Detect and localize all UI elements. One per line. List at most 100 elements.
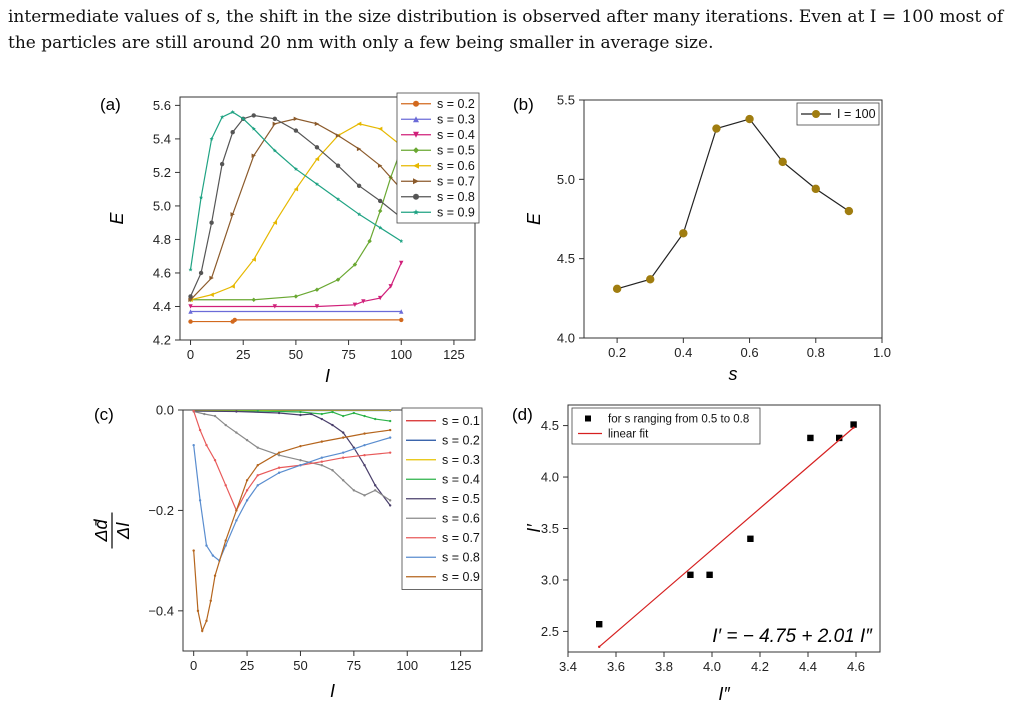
- x-tick-label: 25: [236, 347, 250, 362]
- data-point: [612, 284, 622, 294]
- data-point: [341, 431, 345, 434]
- data-point: [388, 436, 392, 439]
- x-tick-label: 1.0: [873, 345, 891, 360]
- data-point: [807, 434, 814, 442]
- data-point: [256, 464, 259, 467]
- data-point: [331, 469, 334, 472]
- data-point: [272, 304, 278, 309]
- data-point: [314, 181, 320, 186]
- data-point: [230, 109, 235, 114]
- y-tick-label: 3.0: [541, 572, 559, 587]
- y-axis-label: I′: [524, 524, 544, 533]
- data-point: [277, 453, 281, 457]
- data-point: [363, 414, 366, 418]
- data-point: [363, 453, 366, 457]
- legend-label: s = 0.8: [442, 550, 480, 564]
- data-point: [256, 446, 259, 449]
- data-point: [356, 146, 362, 152]
- data-point: [224, 539, 227, 542]
- data-point: [188, 297, 193, 302]
- x-tick-label: 4.6: [847, 659, 865, 674]
- series-line-8: [193, 429, 391, 633]
- data-point: [374, 417, 377, 421]
- data-point: [251, 113, 256, 118]
- plot-area: [192, 410, 392, 633]
- legend-label: s = 0.2: [437, 97, 475, 111]
- y-tick-label: 4.0: [557, 331, 575, 346]
- data-point: [341, 479, 345, 482]
- series-line-0: [616, 118, 850, 290]
- data-point: [399, 238, 404, 243]
- y-tick-label: 4.0: [541, 470, 559, 485]
- data-point: [251, 126, 256, 131]
- series-line-4: [193, 410, 391, 506]
- y-axis-label: E: [524, 212, 544, 225]
- data-point: [272, 148, 277, 153]
- legend-marker: [413, 100, 419, 107]
- data-point: [341, 436, 345, 439]
- data-point: [209, 220, 214, 225]
- data-point: [241, 116, 246, 121]
- x-tick-label: 50: [289, 347, 303, 362]
- x-tick-label: 3.6: [607, 659, 625, 674]
- y-tick-label: 4.4: [153, 299, 171, 314]
- data-point: [377, 208, 383, 214]
- data-point: [320, 412, 324, 416]
- fit-equation: I′ = − 4.75 + 2.01 I″: [712, 626, 873, 647]
- legend-label: I = 100: [837, 107, 876, 121]
- data-point: [192, 443, 195, 447]
- data-point: [277, 466, 281, 469]
- x-tick-label: 3.4: [559, 659, 577, 674]
- data-point: [357, 212, 362, 217]
- data-point: [209, 275, 214, 281]
- data-point: [377, 126, 383, 132]
- data-point: [205, 544, 208, 547]
- intro-line-1: intermediate values of s, the shift in t…: [8, 7, 1004, 27]
- legend-label: s = 0.9: [437, 205, 475, 219]
- x-tick-label: 25: [240, 658, 254, 673]
- data-point: [388, 410, 392, 412]
- data-point: [352, 489, 356, 492]
- data-point: [205, 443, 208, 447]
- data-point: [596, 621, 603, 628]
- data-point: [213, 414, 217, 418]
- x-tick-label: 0.6: [741, 345, 759, 360]
- y-tick-label: −0.4: [148, 603, 174, 618]
- y-axis-label: E: [107, 212, 127, 225]
- data-point: [299, 413, 302, 417]
- data-point: [272, 220, 278, 225]
- data-point: [331, 410, 334, 414]
- data-point: [399, 260, 404, 266]
- data-point: [712, 124, 721, 133]
- legend-label: s = 0.2: [442, 433, 480, 447]
- data-point: [399, 317, 404, 323]
- data-point: [299, 444, 302, 448]
- y-tick-label: 4.5: [541, 418, 559, 433]
- series-line-4: [190, 123, 402, 301]
- y-tick-label: 2.5: [541, 624, 559, 639]
- x-tick-label: 50: [293, 658, 307, 673]
- data-point: [388, 419, 392, 423]
- series-line-5: [193, 410, 391, 501]
- data-point: [293, 166, 298, 171]
- data-point: [293, 294, 299, 299]
- data-point: [224, 423, 227, 427]
- x-tick-label: 75: [341, 347, 355, 362]
- legend-label: s = 0.4: [437, 128, 475, 142]
- data-point: [220, 114, 225, 119]
- legend: s = 0.1 s = 0.2 s = 0.3 s = 0.4 s = 0.5 s = 0…: [401, 407, 483, 590]
- y-tick-label: 4.6: [153, 265, 171, 280]
- data-point: [213, 459, 217, 462]
- data-point: [388, 451, 392, 454]
- series-line-3: [190, 148, 402, 301]
- legend-box: [396, 92, 480, 224]
- data-point: [224, 484, 227, 487]
- legend-marker: [413, 116, 419, 123]
- data-point: [314, 121, 320, 127]
- data-point: [299, 464, 302, 467]
- x-tick-label: 4.4: [799, 659, 817, 674]
- x-axis-label: s: [729, 364, 738, 384]
- data-point: [646, 275, 655, 284]
- legend-label: linear fit: [608, 429, 649, 441]
- data-point: [320, 460, 324, 463]
